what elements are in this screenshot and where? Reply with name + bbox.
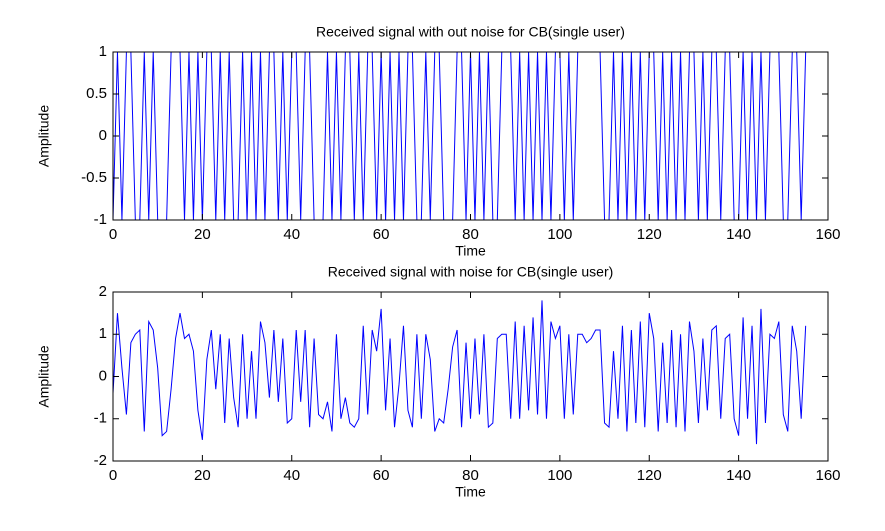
x-tick-label: 0	[109, 226, 117, 243]
plot-area	[113, 292, 828, 461]
x-tick-label: 20	[194, 467, 211, 484]
chart-title: Received signal with noise for CB(single…	[328, 264, 614, 280]
x-tick-label: 40	[283, 226, 300, 243]
x-tick-label: 20	[194, 226, 211, 243]
x-tick-label: 80	[462, 226, 479, 243]
y-tick-label: -0.5	[81, 169, 107, 186]
x-tick-label: 40	[283, 467, 300, 484]
y-tick-label: 1	[99, 43, 107, 60]
y-tick-label: -1	[94, 410, 107, 427]
y-axis-label: Amplitude	[36, 345, 52, 407]
y-tick-label: 0	[99, 127, 107, 144]
x-tick-label: 160	[815, 467, 840, 484]
x-tick-label: 120	[637, 226, 662, 243]
y-tick-label: 2	[99, 283, 107, 300]
x-tick-label: 140	[726, 226, 751, 243]
x-tick-label: 140	[726, 467, 751, 484]
y-tick-label: -1	[94, 211, 107, 228]
x-tick-label: 120	[637, 467, 662, 484]
x-tick-label: 60	[373, 467, 390, 484]
y-tick-label: -2	[94, 452, 107, 469]
x-axis-label: Time	[455, 243, 486, 259]
x-tick-label: 80	[462, 467, 479, 484]
y-tick-label: 0	[99, 367, 107, 384]
y-tick-label: 1	[99, 325, 107, 342]
x-tick-label: 100	[547, 467, 572, 484]
x-tick-label: 160	[815, 226, 840, 243]
x-tick-label: 100	[547, 226, 572, 243]
y-tick-label: 0.5	[86, 85, 107, 102]
y-axis-label: Amplitude	[36, 105, 52, 167]
plot-area	[113, 52, 828, 220]
x-tick-label: 0	[109, 467, 117, 484]
signal-line	[112, 300, 807, 445]
chart-title: Received signal with out noise for CB(si…	[316, 24, 625, 40]
x-axis-label: Time	[455, 484, 486, 500]
x-tick-label: 60	[373, 226, 390, 243]
